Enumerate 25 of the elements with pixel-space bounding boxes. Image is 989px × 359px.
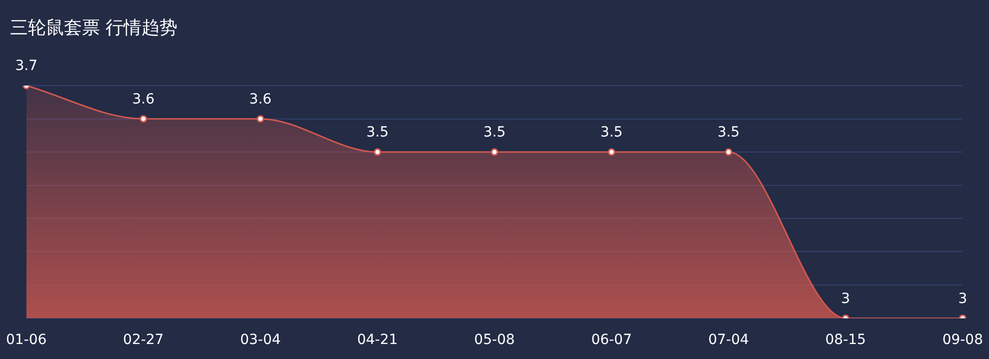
point	[490, 148, 498, 156]
data-label: 3	[958, 290, 968, 307]
data-label: 3.5	[600, 124, 623, 141]
x-tick-label: 01-06	[6, 332, 47, 348]
point	[256, 115, 264, 123]
data-label: 3.5	[717, 124, 740, 141]
point	[608, 148, 616, 156]
chart-title: 三轮鼠套票 行情趋势	[10, 17, 178, 38]
data-label: 3.5	[366, 124, 389, 141]
x-tick-label: 05-08	[474, 332, 515, 348]
x-tick-label: 07-04	[708, 332, 750, 348]
x-tick-label: 08-15	[825, 332, 866, 348]
x-tick-label: 06-07	[591, 332, 632, 348]
data-label: 3.6	[249, 91, 272, 108]
point	[374, 148, 382, 156]
x-tick-label: 09-08	[942, 332, 984, 348]
data-label: 3.6	[132, 91, 155, 108]
data-label: 3.7	[15, 58, 38, 74]
data-label: 3.5	[483, 124, 506, 141]
point	[724, 148, 732, 156]
data-label: 3	[841, 290, 850, 307]
x-tick-label: 03-04	[240, 332, 281, 348]
x-tick-label: 04-21	[357, 332, 398, 348]
x-tick-label: 02-27	[123, 332, 164, 348]
point	[140, 115, 148, 123]
